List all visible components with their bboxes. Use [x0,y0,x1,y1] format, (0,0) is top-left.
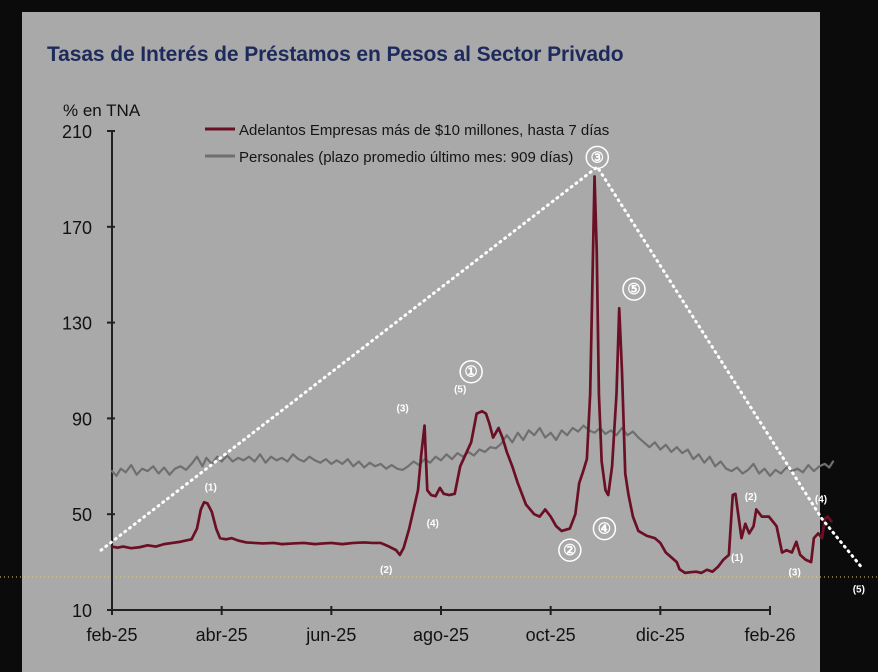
annotation-paren-label: (5) [454,384,466,395]
y-tick-label: 130 [62,314,92,334]
annotation-number: ① [464,364,477,381]
y-tick-label: 90 [72,409,92,429]
annotation-paren-label: (3) [396,403,408,414]
x-tick-label: feb-26 [744,625,795,645]
annotation-circle-marker: ② [558,538,582,562]
legend: Adelantos Empresas más de $10 millones, … [205,122,609,166]
annotation-number: ④ [598,521,611,538]
annotation-number: ② [563,542,576,559]
x-tick-label: dic-25 [636,625,685,645]
annotation-circle-marker: ⑤ [622,277,646,301]
x-tick-label: jun-25 [305,625,356,645]
adelantos-series-line [110,175,833,575]
x-tick-label: feb-25 [86,625,137,645]
annotation-paren-label: (4) [815,494,827,505]
x-axis-ticks: feb-25 abr-25 jun-25 ago-25 oct-25 dic-25 feb-… [86,606,796,645]
dotted-overlay-path [99,165,865,571]
annotation-number: ⑤ [627,281,640,298]
annotation-paren-label: (4) [427,518,439,529]
annotation-circle [558,538,582,562]
annotation-paren-label: (1) [205,482,217,493]
legend-personales-label: Personales (plazo promedio último mes: 9… [239,149,573,166]
legend-adelantos-label: Adelantos Empresas más de $10 millones, … [239,122,609,139]
y-tick-label: 170 [62,218,92,238]
annotation-circle [592,516,617,541]
chart-panel [22,12,820,672]
annotation-number: ③ [591,149,604,166]
x-tick-label: abr-25 [196,625,248,645]
y-tick-label: 50 [72,505,92,525]
chart-title: Tasas de Interés de Préstamos en Pesos a… [47,43,624,66]
annotation-paren-label: (2) [380,565,392,576]
annotation-circle [459,359,483,384]
annotation-paren-label: (2) [745,492,757,503]
y-axis-label: % en TNA [63,101,141,120]
annotation-circle-marker: ① [459,359,483,384]
annotation-circle [585,145,610,170]
y-tick-label: 10 [72,601,92,621]
x-tick-label: ago-25 [413,625,469,645]
annotation-circle [622,277,646,301]
y-tick-label: 210 [62,122,92,142]
annotation-circle-marker: ④ [592,516,617,541]
x-tick-label: oct-25 [526,625,576,645]
personales-series-line [110,424,835,477]
annotation-circle-marker: ③ [585,145,610,170]
y-axis-ticks: 10 50 90 130 170 210 [62,122,115,621]
annotation-paren-label: (3) [789,568,801,579]
chart-annotations: ① ② ③ ④ ⑤ (1) (2) (3) (4) (5) (1) (2) (3) (4) (5) [205,145,865,595]
annotation-paren-label: (1) [731,553,743,564]
annotation-paren-label: (5) [853,584,865,595]
